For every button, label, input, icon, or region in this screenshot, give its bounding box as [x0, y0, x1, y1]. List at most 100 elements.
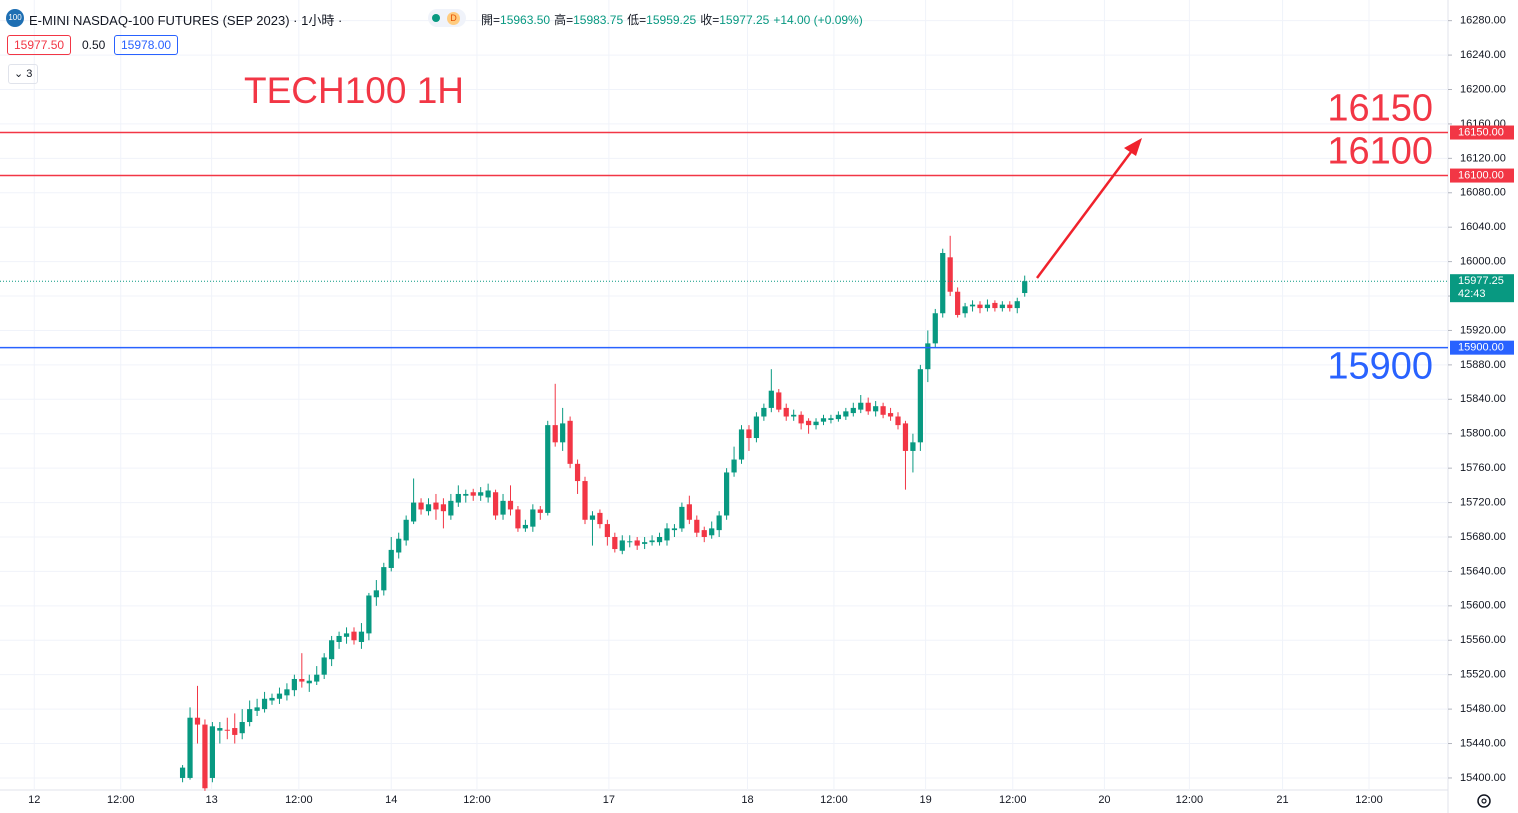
candle-body	[418, 502, 424, 510]
candle-body	[239, 722, 245, 734]
candle-body	[343, 633, 350, 637]
x-tick-label: 13	[206, 794, 218, 806]
candle-body	[209, 726, 216, 778]
candle-body	[768, 390, 774, 408]
x-tick-label: 12	[28, 794, 40, 806]
indicator-count: 3	[26, 68, 33, 80]
candle-body	[850, 407, 856, 414]
indicator-toggle[interactable]: ⌄ 3	[8, 64, 39, 84]
candle-body	[388, 549, 394, 568]
candle-body	[552, 425, 558, 443]
symbol-title[interactable]: E-MINI NASDAQ-100 FUTURES (SEP 2023) · 1…	[29, 13, 343, 28]
candle-body	[746, 429, 752, 439]
last-price-label: 15977.25	[1458, 275, 1504, 287]
candle-body	[716, 515, 722, 531]
candle-body	[284, 689, 290, 696]
candle-body	[917, 369, 923, 443]
ohlc-value: 15983.75	[573, 13, 624, 27]
candle-body	[492, 492, 499, 516]
ohlc-value: 15977.25	[719, 13, 770, 27]
ohlc-value: 15963.50	[500, 13, 551, 27]
candle-body	[820, 418, 827, 422]
y-tick-label: 15680.00	[1460, 531, 1506, 543]
candle-body	[992, 302, 998, 309]
y-tick-label: 16200.00	[1460, 83, 1506, 95]
candle-body	[530, 509, 536, 527]
candle-body	[1014, 301, 1020, 309]
y-tick-label: 15880.00	[1460, 359, 1506, 371]
candle-body	[433, 502, 439, 510]
candle-body	[194, 717, 201, 725]
x-tick-label: 12:00	[820, 794, 848, 806]
candle-body	[679, 506, 685, 529]
candle-body	[425, 504, 432, 512]
y-tick-label: 16080.00	[1460, 187, 1506, 199]
x-tick-label: 21	[1276, 794, 1288, 806]
candle-body	[545, 425, 551, 513]
candle-body	[217, 728, 223, 731]
x-tick-label: 14	[385, 794, 397, 806]
candle-body	[627, 541, 633, 543]
candle-body	[969, 304, 976, 307]
candle-body	[642, 542, 648, 544]
last-price-tag	[1450, 274, 1514, 303]
ask-box[interactable]: 15978.00	[114, 35, 179, 55]
candle-body	[686, 504, 692, 520]
candle-body	[649, 540, 655, 543]
candle-body	[224, 729, 230, 731]
y-tick-label: 15720.00	[1460, 496, 1506, 508]
y-tick-label: 15920.00	[1460, 324, 1506, 336]
candle-body	[753, 416, 760, 439]
gear[interactable]	[1477, 794, 1491, 808]
candle-body	[261, 698, 268, 710]
y-tick-label: 16120.00	[1460, 152, 1506, 164]
candle-body	[515, 509, 521, 529]
y-tick-label: 16280.00	[1460, 15, 1506, 27]
candle-body	[858, 402, 864, 410]
candle-body	[403, 519, 409, 541]
candle-body	[485, 490, 491, 498]
level-label: 16100	[1327, 131, 1433, 173]
x-tick-label: 19	[919, 794, 931, 806]
candle-body	[798, 414, 804, 424]
candle-body	[306, 680, 312, 684]
spread: 0.50	[82, 38, 106, 52]
x-tick-label: 12:00	[463, 794, 491, 806]
settings-icon[interactable]	[1477, 794, 1491, 808]
candle-body	[254, 707, 260, 711]
candle-body	[478, 492, 484, 496]
candle-body	[619, 540, 625, 551]
candle-body	[731, 459, 737, 473]
candle-body	[910, 442, 916, 451]
candle-body	[507, 500, 514, 510]
candle-body	[880, 406, 886, 415]
x-tick-label: 20	[1098, 794, 1110, 806]
status-pill: D	[428, 9, 466, 27]
x-tick-label: 18	[741, 794, 753, 806]
candle-body	[843, 411, 849, 417]
candle-body	[895, 416, 901, 426]
candle-body	[202, 724, 208, 789]
candle-body	[373, 590, 379, 598]
candle-body	[1022, 281, 1028, 294]
level-tag	[1450, 168, 1514, 183]
x-tick-label: 12:00	[285, 794, 313, 806]
y-tick-label: 15480.00	[1460, 703, 1506, 715]
candle-body	[232, 728, 238, 735]
candle-body	[440, 504, 447, 512]
candle-body	[694, 519, 700, 533]
candle-body	[761, 407, 767, 417]
candle-body	[358, 631, 365, 642]
candle-body	[321, 657, 327, 675]
y-tick-label: 16240.00	[1460, 49, 1506, 61]
ohlc-key: 收=	[700, 13, 720, 27]
ohlc-legend: 開=15963.50 高=15983.75 低=15959.25 收=15977.25…	[481, 11, 863, 28]
bid-box[interactable]: 15977.50	[7, 35, 72, 55]
x-tick-label: 12:00	[1176, 794, 1204, 806]
candle-body	[925, 343, 931, 370]
candle-body	[381, 567, 387, 591]
candle-body	[582, 481, 588, 520]
gear-hub[interactable]	[1481, 798, 1487, 804]
candle-body	[276, 693, 283, 699]
level-tag	[1450, 125, 1514, 140]
